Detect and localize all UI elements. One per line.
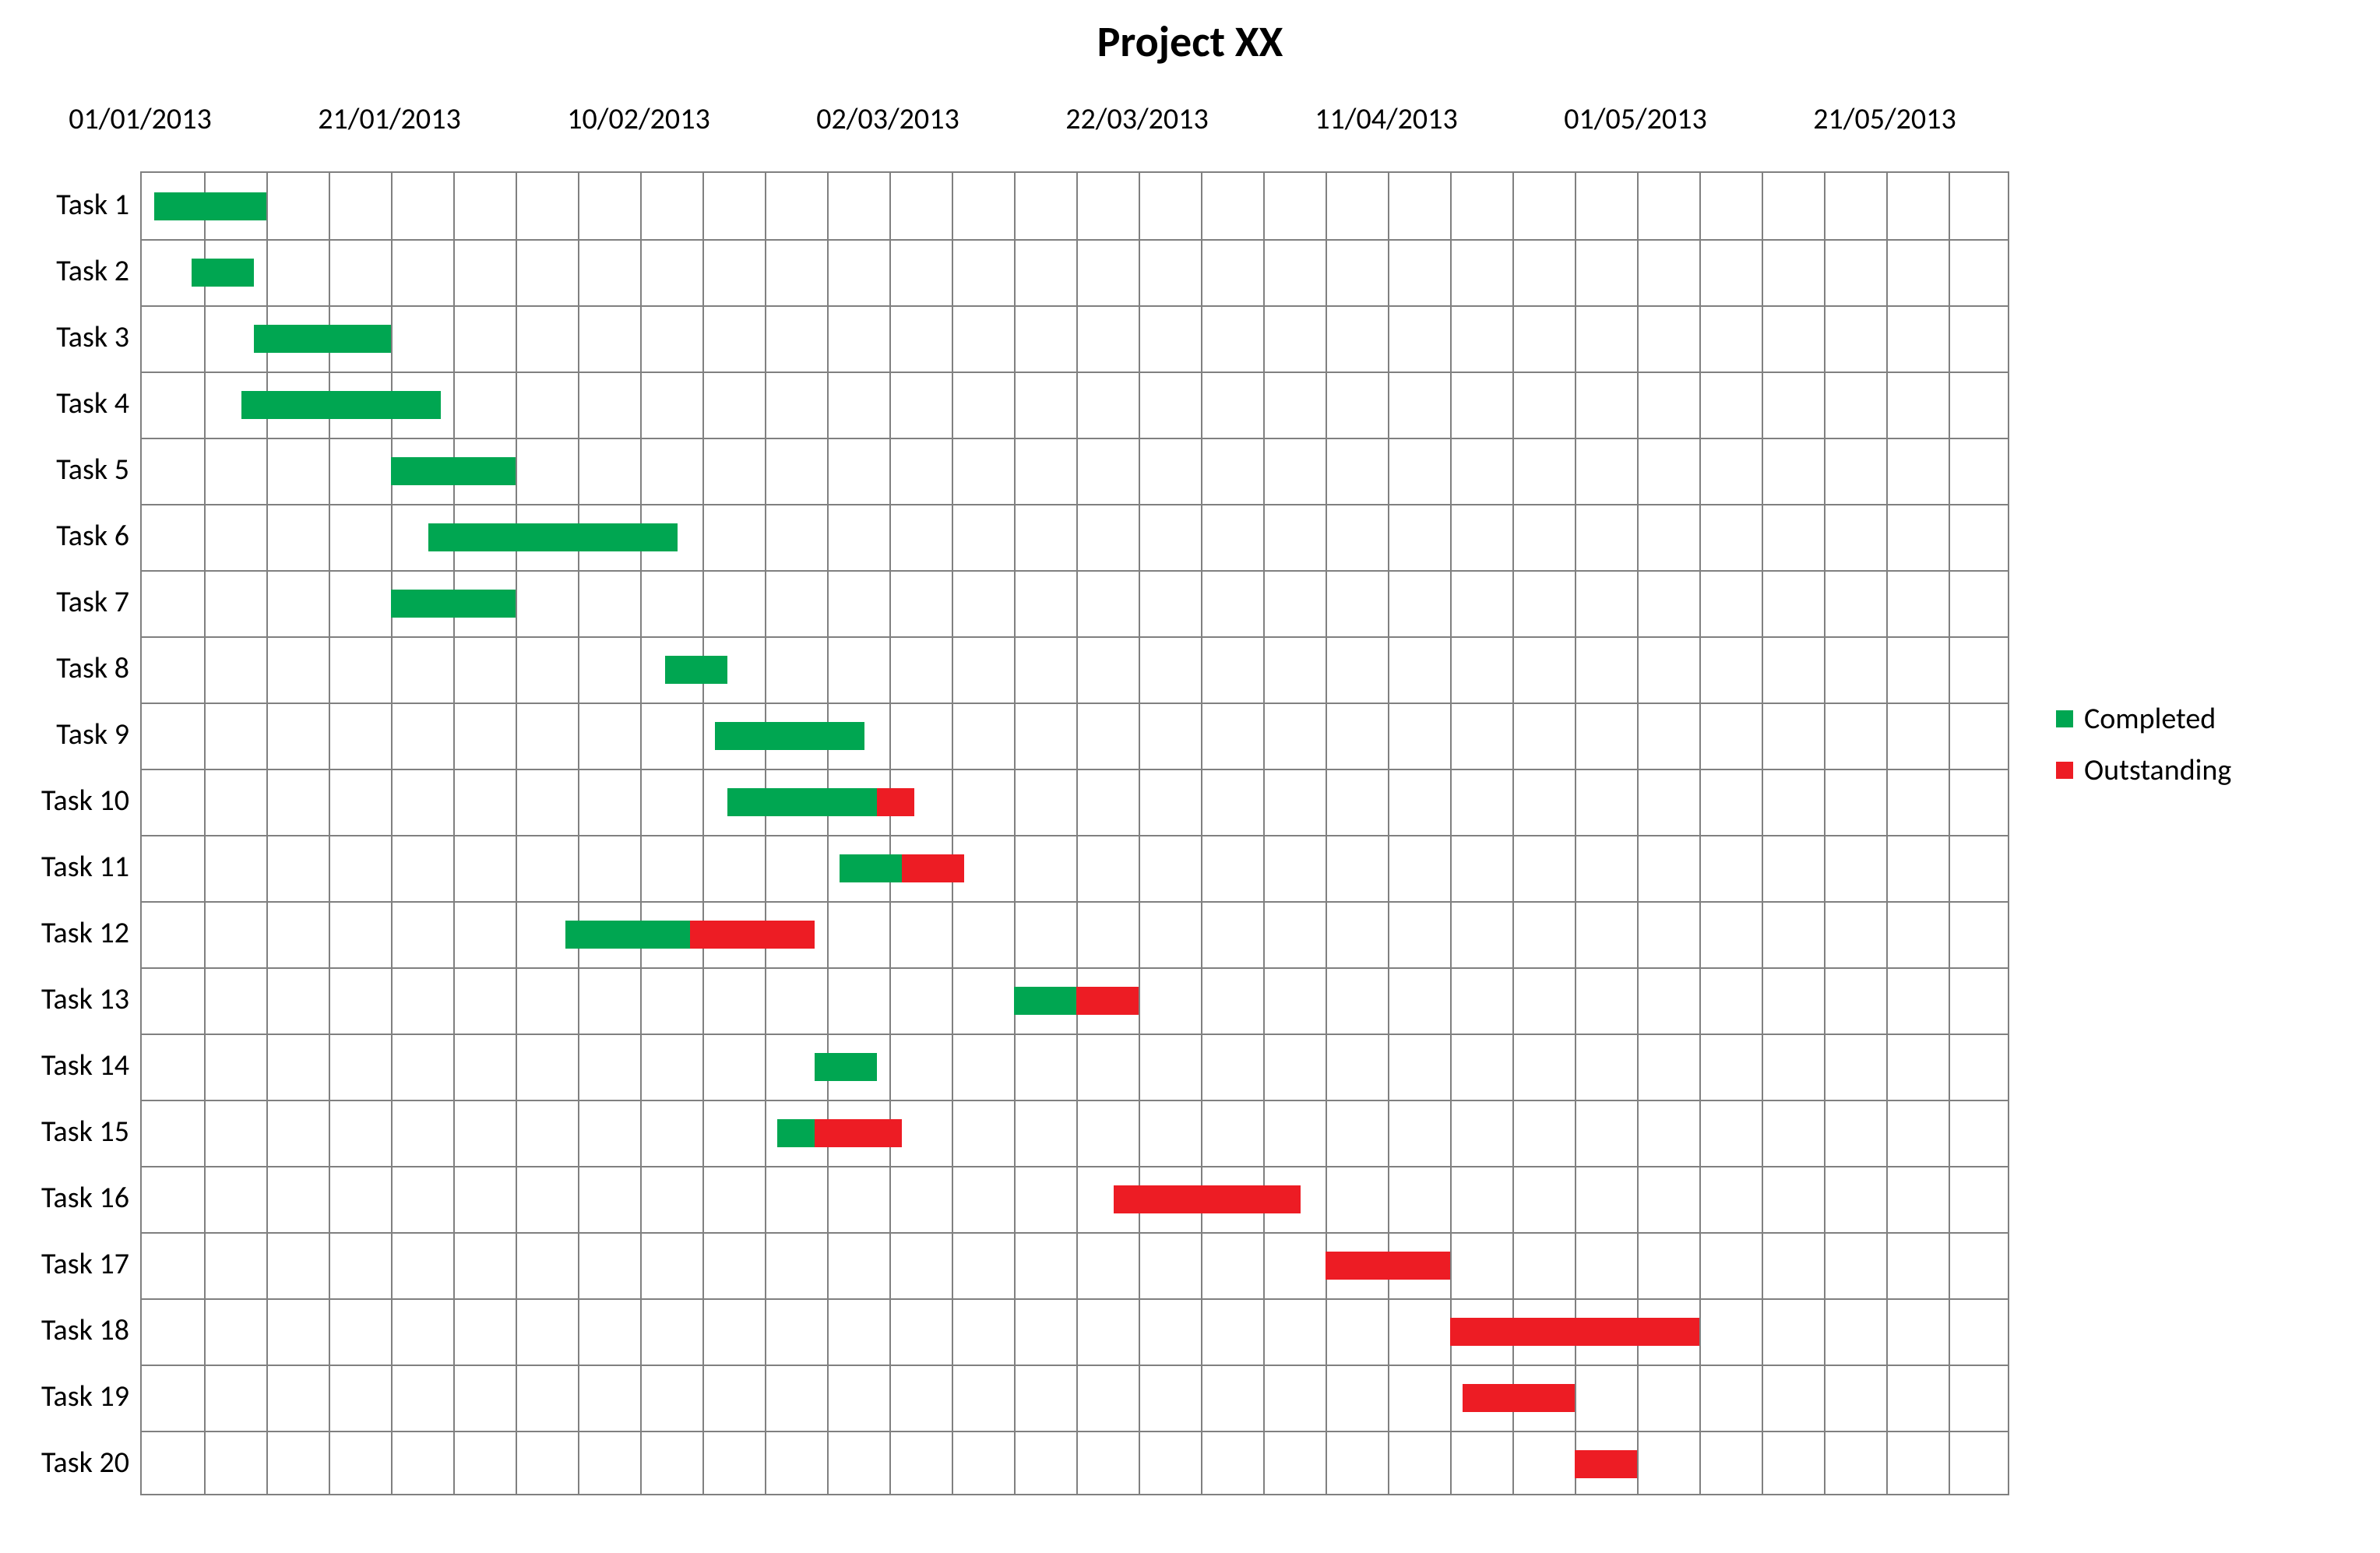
bar-completed <box>715 722 864 750</box>
bar-completed <box>727 788 877 816</box>
grid-line-h <box>142 1034 2008 1035</box>
bar-outstanding <box>690 921 815 949</box>
grid-line-h <box>142 1298 2008 1300</box>
task-label: Task 18 <box>41 1312 129 1348</box>
grid-line-h <box>142 1431 2008 1432</box>
legend: Completed Outstanding <box>2056 701 2231 804</box>
grid-line-h <box>142 438 2008 439</box>
legend-swatch <box>2056 762 2073 779</box>
legend-item: Outstanding <box>2056 752 2231 788</box>
bar-outstanding <box>1575 1450 1637 1478</box>
task-label: Task 5 <box>56 452 129 488</box>
task-label: Task 4 <box>56 386 129 421</box>
task-label: Task 20 <box>41 1445 129 1481</box>
grid-line-h <box>142 305 2008 307</box>
x-tick-label: 01/05/2013 <box>1564 101 1706 137</box>
bar-completed <box>840 854 902 882</box>
task-label: Task 11 <box>41 849 129 885</box>
bar-outstanding <box>877 788 914 816</box>
grid-line-h <box>142 901 2008 903</box>
bar-completed <box>391 590 516 618</box>
task-label: Task 7 <box>56 584 129 620</box>
task-label: Task 16 <box>41 1180 129 1216</box>
grid-line-h <box>142 372 2008 373</box>
bar-completed <box>815 1053 877 1081</box>
x-tick-label: 02/03/2013 <box>816 101 959 137</box>
bar-outstanding <box>1326 1252 1450 1280</box>
bar-outstanding <box>1463 1384 1575 1412</box>
grid-line-h <box>142 703 2008 704</box>
x-tick-label: 10/02/2013 <box>567 101 709 137</box>
grid-line-h <box>142 239 2008 241</box>
bar-outstanding <box>1114 1185 1301 1213</box>
bar-completed <box>241 391 441 419</box>
x-tick-label: 01/01/2013 <box>69 101 211 137</box>
legend-item: Completed <box>2056 701 2231 737</box>
x-tick-label: 21/05/2013 <box>1813 101 1956 137</box>
task-label: Task 14 <box>41 1048 129 1083</box>
task-label: Task 17 <box>41 1246 129 1282</box>
legend-label: Outstanding <box>2084 752 2231 788</box>
task-label: Task 9 <box>56 717 129 752</box>
task-label: Task 15 <box>41 1114 129 1150</box>
bar-completed <box>154 192 266 220</box>
bar-completed <box>428 523 678 551</box>
grid-line-h <box>142 967 2008 969</box>
task-label: Task 10 <box>41 783 129 819</box>
legend-label: Completed <box>2084 701 2216 737</box>
x-tick-label: 22/03/2013 <box>1065 101 1208 137</box>
bar-completed <box>391 457 516 485</box>
plot-area <box>140 171 2009 1495</box>
bar-completed <box>254 325 391 353</box>
x-tick-label: 21/01/2013 <box>318 101 460 137</box>
bar-completed <box>565 921 690 949</box>
task-label: Task 19 <box>41 1379 129 1414</box>
grid-line-h <box>142 1232 2008 1234</box>
bar-completed <box>777 1119 815 1147</box>
x-tick-label: 11/04/2013 <box>1315 101 1457 137</box>
bar-outstanding <box>815 1119 902 1147</box>
bar-outstanding <box>1076 987 1139 1015</box>
grid-line-h <box>142 835 2008 836</box>
grid-line-h <box>142 769 2008 770</box>
chart-title: Project XX <box>0 16 2380 69</box>
task-label: Task 13 <box>41 981 129 1017</box>
task-label: Task 3 <box>56 319 129 355</box>
bar-completed <box>665 656 727 684</box>
grid-line-h <box>142 1100 2008 1101</box>
task-label: Task 1 <box>56 187 129 223</box>
task-label: Task 8 <box>56 650 129 686</box>
grid-line-h <box>142 636 2008 638</box>
grid-line-h <box>142 1166 2008 1167</box>
bar-outstanding <box>1450 1318 1699 1346</box>
task-label: Task 2 <box>56 253 129 289</box>
grid-line-h <box>142 570 2008 572</box>
grid-line-h <box>142 1365 2008 1366</box>
gantt-chart: Project XX Completed Outstanding 01/01/20… <box>0 0 2380 1553</box>
bar-completed <box>1014 987 1076 1015</box>
task-label: Task 12 <box>41 915 129 951</box>
bar-outstanding <box>902 854 964 882</box>
bar-completed <box>192 259 254 287</box>
task-label: Task 6 <box>56 518 129 554</box>
legend-swatch <box>2056 710 2073 727</box>
grid-line-h <box>142 504 2008 505</box>
